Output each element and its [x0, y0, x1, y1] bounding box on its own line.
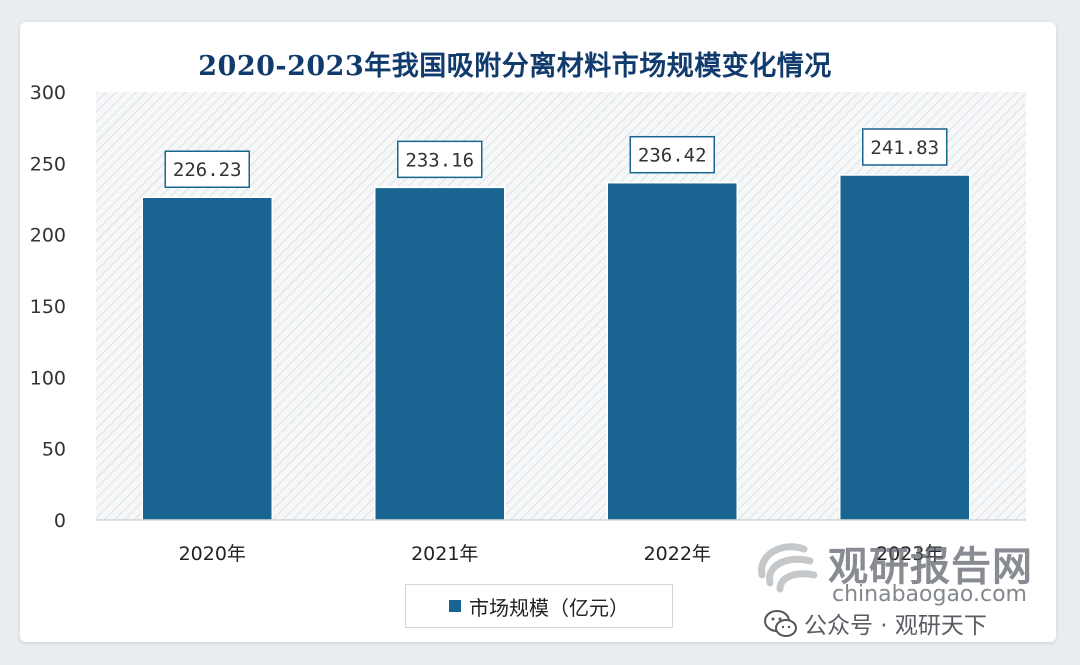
- legend-swatch: [449, 600, 461, 612]
- data-label-box: [629, 135, 715, 174]
- x-axis: 2020年 2021年 2022年 2023年: [179, 543, 944, 565]
- y-axis: 0 50 100 150 200 250 300: [30, 82, 66, 532]
- legend: 市场规模（亿元）: [405, 584, 673, 628]
- y-tick-label: 250: [30, 153, 66, 175]
- watermark-brand: 观研报告网: [828, 544, 1033, 590]
- y-tick-label: 150: [30, 296, 66, 318]
- data-label-box: [164, 150, 250, 188]
- y-tick-label: 0: [54, 510, 66, 532]
- wechat-icon: [764, 610, 797, 637]
- data-label-box: [862, 128, 948, 166]
- y-tick-label: 300: [30, 82, 66, 104]
- watermark-url: chinabaogao.com: [832, 582, 1027, 607]
- data-label: 226.23: [173, 159, 242, 181]
- legend-label: 市场规模（亿元）: [469, 595, 629, 620]
- y-tick-label: 50: [42, 439, 66, 461]
- x-tick-label: 2020年: [179, 543, 246, 565]
- bars: 226.23 233.16 236.42 241.83: [141, 128, 971, 521]
- data-label: 241.83: [870, 137, 939, 159]
- bar: [839, 174, 971, 521]
- watermark-account: 公众号 · 观研天下: [804, 613, 987, 639]
- data-label-box: [397, 140, 483, 179]
- y-tick-label: 200: [30, 225, 66, 247]
- y-tick-label: 100: [30, 367, 66, 389]
- watermark-logo-icon: [758, 543, 818, 593]
- x-tick-label: 2022年: [644, 543, 711, 565]
- bar: [141, 196, 273, 521]
- data-label: 233.16: [405, 149, 474, 171]
- x-tick-label: 2021年: [411, 543, 478, 565]
- x-tick-label: 2023年: [876, 543, 943, 565]
- bar: [374, 186, 506, 521]
- bar: [606, 181, 738, 521]
- chart-title: 2020-2023年我国吸附分离材料市场规模变化情况: [198, 51, 832, 82]
- data-label: 236.42: [638, 145, 707, 167]
